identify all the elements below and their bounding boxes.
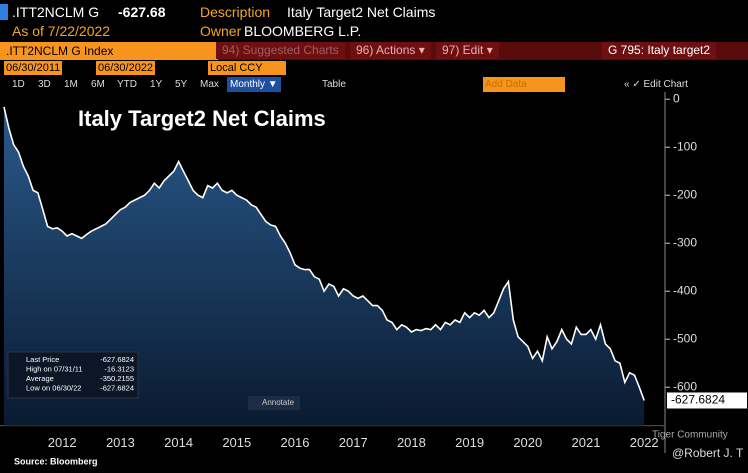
y-tick-label: -600 [673,379,697,393]
last-value-tag [667,392,747,409]
currency[interactable]: Local CCY [208,61,286,75]
table-button[interactable]: Table [322,79,346,90]
period-1m[interactable]: 1M [64,79,78,90]
actions-button[interactable]: 96) Actions ▾ [350,42,431,59]
annotate-button [248,396,300,410]
period-6m[interactable]: 6M [91,79,105,90]
period-3d[interactable]: 3D [38,79,51,90]
legend-value: -350.2155 [100,374,134,383]
y-tick-label: -100 [673,139,697,153]
legend-value: -627.6824 [100,355,134,364]
x-tick-label: 2021 [572,435,601,450]
period-ytd[interactable]: YTD [117,79,137,90]
end-date[interactable]: 06/30/2022 [96,61,156,75]
period-5y[interactable]: 5Y [175,79,188,90]
x-tick-label: 2019 [455,435,484,450]
frequency[interactable]: Monthly ▼ [227,77,281,93]
y-tick-label: 0 [673,92,680,105]
chart: Italy Target2 Net Claims Source: Bloombe… [0,92,747,466]
period-max[interactable]: Max [200,79,219,90]
x-tick-label: 2015 [222,435,251,450]
legend: Last Price -627.6824 High on 07/31/11 -16.3… [7,351,139,399]
as-of: As of 7/22/2022 [12,23,111,39]
x-tick-label: 2022 [630,435,659,450]
area [4,106,645,426]
add-data[interactable]: Add Data [483,77,565,93]
security-index: .ITT2NCLM G Index [0,42,218,60]
start-date[interactable]: 06/30/2011 [4,61,63,75]
x-tick-label: 2017 [339,435,368,450]
description: Italy Target2 Net Claims [287,4,436,20]
x-tick-label: 2016 [281,435,310,450]
edit-button[interactable]: 97) Edit ▾ [436,42,499,59]
period-1d[interactable]: 1D [12,79,25,90]
y-tick-label: -500 [673,331,697,345]
x-tick-label: 2013 [106,435,135,450]
legend-value: -16.3123 [104,364,134,373]
owner: BLOOMBERG L.P. [244,23,362,39]
edit-chart[interactable]: « ✓ Edit Chart [624,79,688,90]
price: -627.68 [118,4,166,20]
y-tick-label: -300 [673,235,697,249]
y-tick-label: -400 [673,283,697,297]
watermark-user: @Robert J. T [672,446,744,460]
x-tick-label: 2012 [48,435,77,450]
y-tick-label: -200 [673,187,697,201]
legend-box [7,351,139,399]
x-tick-label: 2018 [397,435,426,450]
watermark: Tiger Community [652,430,728,441]
x-tick-label: 2020 [513,435,542,450]
last-value-label: -627.6824 [671,393,725,407]
source: Source: Bloomberg [14,456,98,466]
owner-label: Owner [200,23,242,39]
legend-value: -627.6824 [100,383,134,392]
legend-label: Average [26,374,54,383]
legend-label: Low on 06/30/22 [26,383,81,392]
description-label: Description [200,4,271,20]
line [3,106,645,401]
selection-marker [0,4,8,20]
suggested-charts-button[interactable]: 94) Suggested Charts [216,42,345,59]
ticker: .ITT2NCLM G [12,4,100,20]
legend-label: Last Price [26,355,59,364]
function-name: G 795: Italy target2 [602,42,717,59]
chart-title: Italy Target2 Net Claims [78,106,326,131]
period-1y[interactable]: 1Y [150,79,163,90]
annotate-label: Annotate [262,398,295,407]
x-tick-label: 2014 [164,435,193,450]
legend-label: High on 07/31/11 [26,364,83,373]
